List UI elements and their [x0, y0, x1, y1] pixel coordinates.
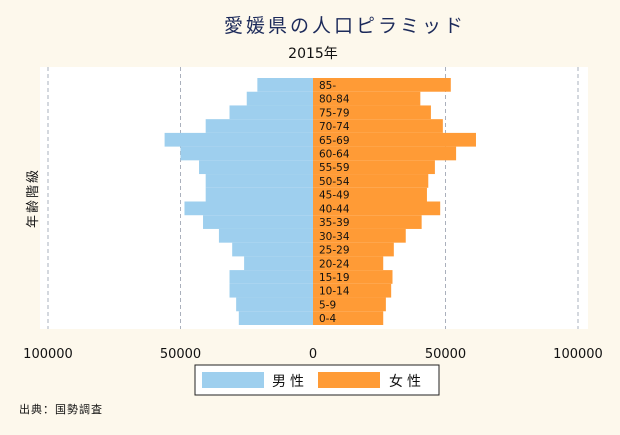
bar-female-40-44 [313, 201, 441, 216]
age-label: 15-19 [319, 272, 350, 284]
bar-female-15-19 [313, 270, 393, 284]
age-label: 40-44 [319, 203, 350, 215]
age-label: 55-59 [319, 162, 350, 174]
age-label: 10-14 [319, 286, 350, 298]
age-label: 85- [319, 80, 336, 92]
bar-male-50-54 [205, 174, 313, 188]
age-label: 60-64 [319, 148, 350, 160]
bar-male-40-44 [184, 201, 313, 216]
bar-male-10-14 [229, 283, 313, 298]
bar-female-0-4 [313, 311, 384, 325]
bar-male-15-19 [229, 270, 313, 284]
bar-female-5-9 [313, 297, 386, 312]
bar-male-45-49 [205, 187, 313, 202]
legend-label-female: 女性 [389, 373, 425, 390]
bar-female-65-69 [313, 132, 476, 147]
bar-female-70-74 [313, 119, 443, 133]
chart-title: 愛媛県の人口ピラミッド [224, 15, 466, 37]
bar-female-85- [313, 78, 451, 92]
bar-female-50-54 [313, 174, 429, 188]
bar-female-25-29 [313, 242, 394, 257]
age-label: 70-74 [319, 121, 350, 133]
bar-female-10-14 [313, 283, 392, 298]
x-tick-label: 100000 [553, 347, 603, 362]
bar-male-0-4 [238, 311, 313, 325]
bar-female-80-84 [313, 91, 421, 106]
bar-female-35-39 [313, 215, 422, 229]
x-tick-label: 50000 [160, 347, 201, 362]
age-label: 35-39 [319, 217, 350, 229]
chart-subtitle: 2015年 [288, 46, 338, 62]
legend-label-male: 男性 [272, 374, 308, 390]
bar-male-65-69 [164, 132, 313, 147]
x-tick-label: 0 [309, 347, 317, 362]
bar-female-20-24 [313, 256, 384, 271]
age-label: 20-24 [319, 258, 350, 270]
bar-female-45-49 [313, 187, 427, 202]
bars-group [164, 78, 476, 325]
x-tick-label: 100000 [23, 347, 73, 362]
bar-female-75-79 [313, 105, 431, 120]
age-label: 65-69 [319, 135, 350, 147]
age-label: 0-4 [319, 313, 336, 325]
bar-male-60-64 [180, 146, 313, 161]
legend-swatch-female [318, 372, 380, 388]
bar-male-80-84 [246, 91, 313, 106]
age-label: 25-29 [319, 245, 350, 257]
bar-male-70-74 [205, 119, 313, 133]
bar-female-55-59 [313, 160, 435, 175]
bar-male-75-79 [229, 105, 313, 120]
age-label: 5-9 [319, 299, 336, 311]
bar-female-60-64 [313, 146, 457, 161]
grid-lines [47, 67, 579, 329]
bar-male-25-29 [232, 242, 313, 257]
bar-male-20-24 [244, 256, 313, 271]
x-tick-label: 50000 [425, 347, 466, 362]
legend-swatch-male [202, 372, 264, 388]
bar-male-35-39 [203, 215, 313, 229]
legend: 男性 女性 [194, 364, 440, 396]
bar-male-55-59 [199, 160, 313, 175]
age-label: 50-54 [319, 176, 350, 188]
age-label: 75-79 [319, 107, 350, 119]
bar-female-30-34 [313, 228, 406, 243]
bar-male-5-9 [236, 297, 313, 312]
age-label: 45-49 [319, 190, 350, 202]
age-label: 30-34 [319, 231, 350, 243]
y-axis-label: 年齢階級 [26, 168, 41, 228]
bar-male-85- [257, 78, 313, 92]
age-label: 80-84 [319, 94, 350, 106]
source-note: 出典：国勢調査 [19, 402, 103, 416]
x-tick-labels-group: 100000 50000 0 50000 100000 [23, 347, 603, 362]
bar-male-30-34 [218, 228, 313, 243]
